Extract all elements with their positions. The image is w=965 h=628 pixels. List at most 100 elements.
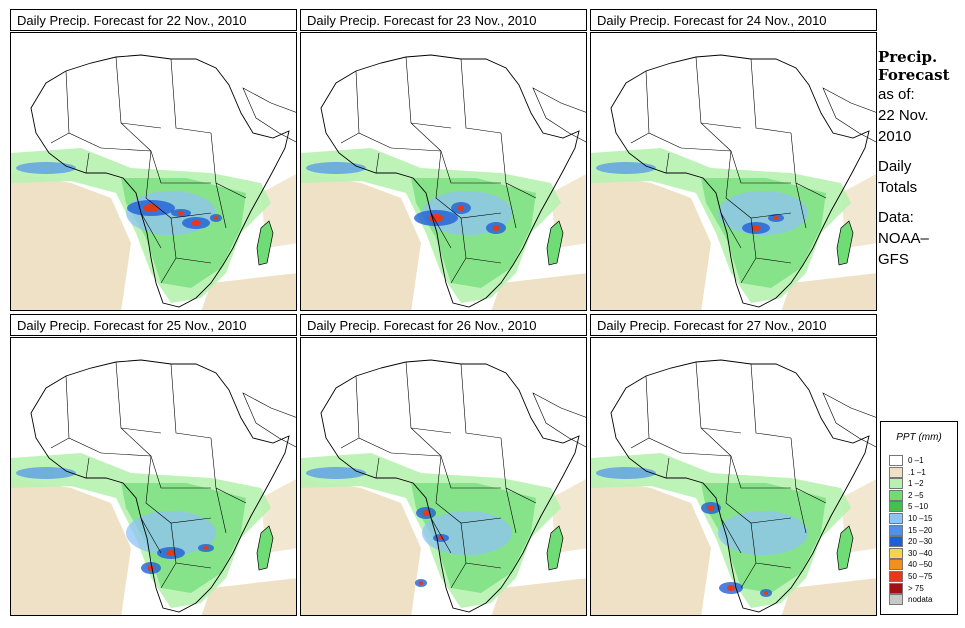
country-border: [375, 152, 380, 174]
precip-map: [10, 337, 297, 616]
madagascar: [256, 525, 274, 571]
madagascar: [836, 525, 854, 571]
dry-area: [591, 478, 711, 615]
dry-area: [781, 578, 876, 615]
madagascar: [256, 220, 274, 266]
legend-label: > 75: [908, 583, 924, 593]
legend-label: 30 –40: [908, 548, 933, 558]
rain-moderate: [306, 467, 366, 479]
legend-label: nodata: [908, 595, 933, 605]
country-border: [720, 517, 742, 554]
country-border: [145, 150, 212, 219]
rain-extreme: [177, 211, 185, 215]
rain-moderate: [16, 467, 76, 479]
dry-area: [11, 478, 131, 615]
africa-precip-map: [591, 54, 876, 310]
rain-moderate: [718, 191, 808, 235]
dry-area: [301, 478, 421, 615]
rain-extreme: [428, 214, 444, 222]
sidebar-heading-2: Forecast: [878, 66, 950, 84]
country-border: [725, 150, 792, 219]
legend-swatch: [889, 524, 903, 536]
country-border: [140, 212, 162, 249]
country-border: [405, 361, 442, 457]
arabia-outline: [822, 392, 876, 448]
rain-extreme: [727, 585, 735, 591]
legend-swatch: [889, 594, 903, 606]
country-border: [460, 58, 502, 134]
legend-swatch: [889, 559, 903, 571]
africa-precip-map: [591, 359, 876, 615]
rain-moderate: [422, 511, 512, 555]
country-border: [630, 437, 650, 449]
country-border: [405, 56, 442, 152]
country-border: [410, 122, 452, 129]
country-border: [85, 457, 90, 479]
legend-label: 50 –75: [908, 572, 933, 581]
dry-area: [591, 173, 711, 310]
legend-label: .1 –1: [908, 467, 926, 477]
dry-area: [201, 273, 296, 310]
sidebar-heading-1: Precip.: [878, 48, 938, 66]
legend-swatch: [889, 466, 903, 478]
country-border: [85, 152, 90, 174]
precip-map: [300, 32, 587, 311]
country-border: [750, 363, 792, 439]
country-border: [100, 452, 211, 489]
rain-extreme: [764, 591, 768, 595]
dry-area: [301, 173, 421, 310]
dry-area: [491, 578, 586, 615]
country-border: [695, 56, 732, 152]
madagascar: [546, 525, 564, 571]
rain-moderate: [596, 162, 656, 174]
legend-label: 1 –2: [908, 479, 924, 489]
arabia-outline: [532, 87, 586, 143]
rain-extreme: [492, 225, 500, 231]
country-border: [355, 70, 392, 149]
country-border: [700, 122, 742, 129]
forecast-panel-25-nov: Daily Precip. Forecast for 25 Nov., 2010: [10, 314, 297, 616]
sidebar-data-1: Data:: [878, 209, 914, 226]
dry-area: [11, 173, 131, 310]
precip-map: [590, 32, 877, 311]
sidebar-date-2: 2010: [878, 128, 912, 145]
legend-swatch: [889, 489, 903, 501]
legend-swatch: [889, 478, 903, 490]
rain-moderate: [16, 162, 76, 174]
country-border: [410, 427, 452, 434]
country-border: [435, 150, 502, 219]
country-border: [695, 361, 732, 457]
country-border: [680, 452, 791, 489]
country-border: [50, 132, 70, 144]
country-border: [160, 562, 177, 589]
country-border: [665, 457, 670, 479]
forecast-panel-24-nov: Daily Precip. Forecast for 24 Nov., 2010: [590, 9, 877, 311]
rain-moderate: [126, 511, 216, 555]
panel-title: Daily Precip. Forecast for 22 Nov., 2010: [10, 9, 297, 31]
dry-area: [491, 273, 586, 310]
arabia-outline: [242, 87, 296, 143]
africa-precip-map: [11, 359, 296, 615]
forecast-panel-26-nov: Daily Precip. Forecast for 26 Nov., 2010: [300, 314, 587, 616]
rain-moderate: [596, 467, 656, 479]
country-border: [340, 132, 360, 144]
country-border: [450, 257, 467, 284]
forecast-panel-22-nov: Daily Precip. Forecast for 22 Nov., 2010: [10, 9, 297, 311]
forecast-panel-23-nov: Daily Precip. Forecast for 23 Nov., 2010: [300, 9, 587, 311]
country-border: [215, 487, 227, 534]
precip-map: [10, 32, 297, 311]
country-border: [160, 257, 177, 284]
rain-extreme: [166, 550, 176, 556]
sidebar-data-2: NOAA–: [878, 230, 929, 247]
panel-title: Daily Precip. Forecast for 25 Nov., 2010: [10, 314, 297, 336]
panel-title: Daily Precip. Forecast for 23 Nov., 2010: [300, 9, 587, 31]
country-border: [50, 437, 70, 449]
rain-extreme: [203, 546, 209, 550]
country-border: [505, 182, 517, 229]
arabia-outline: [822, 87, 876, 143]
country-border: [115, 361, 152, 457]
rain-extreme: [214, 216, 218, 220]
country-border: [740, 257, 757, 284]
country-border: [430, 517, 452, 554]
panel-title: Daily Precip. Forecast for 24 Nov., 2010: [590, 9, 877, 31]
